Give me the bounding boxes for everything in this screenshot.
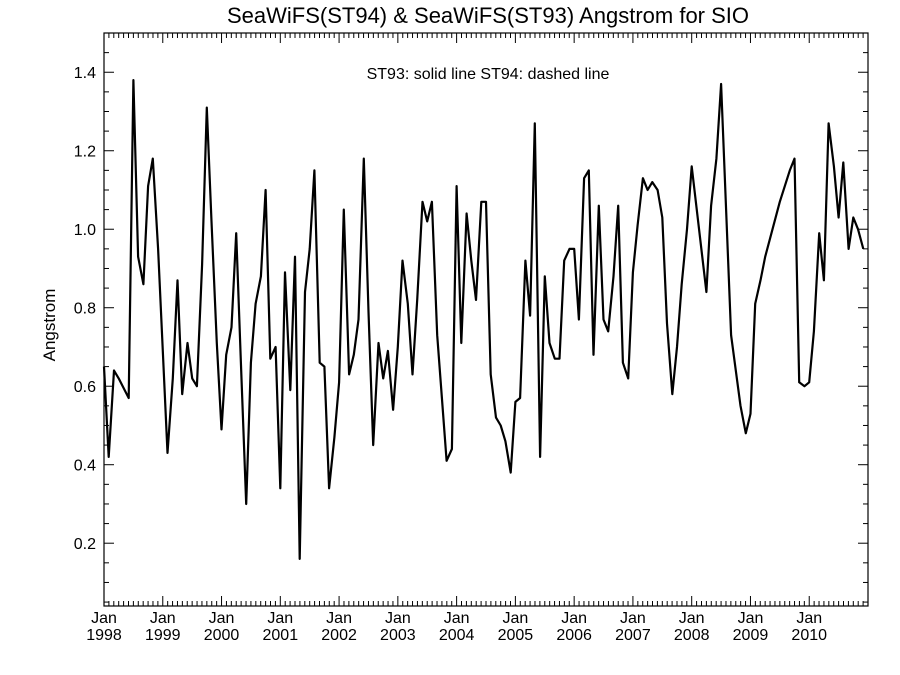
x-tick-year-label: 2004: [439, 627, 475, 644]
x-tick-year-label: 1998: [86, 627, 122, 644]
x-tick-year-label: 1999: [145, 627, 181, 644]
x-tick-year-label: 2002: [321, 627, 357, 644]
x-tick-month-label: Jan: [561, 610, 587, 627]
x-tick-year-label: 2007: [615, 627, 651, 644]
x-tick-month-label: Jan: [91, 610, 117, 627]
x-tick-year-label: 2010: [791, 627, 827, 644]
y-tick-label: 0.4: [74, 458, 96, 475]
x-tick-month-label: Jan: [267, 610, 293, 627]
y-tick-label: 1.2: [74, 144, 96, 161]
x-tick-year-label: 2009: [733, 627, 769, 644]
y-tick-label: 0.8: [74, 301, 96, 318]
series-group: [102, 79, 865, 560]
x-tick-year-label: 2001: [263, 627, 299, 644]
y-axis-label: Angstrom: [40, 289, 59, 362]
x-tick-year-label: 2003: [380, 627, 416, 644]
y-tick-label: 1.4: [74, 65, 96, 82]
x-tick-month-label: Jan: [326, 610, 352, 627]
x-tick-month-label: Jan: [738, 610, 764, 627]
x-tick-month-label: Jan: [796, 610, 822, 627]
x-tick-year-label: 2000: [204, 627, 240, 644]
x-tick-month-label: Jan: [385, 610, 411, 627]
x-tick-month-label: Jan: [150, 610, 176, 627]
x-tick-month-label: Jan: [444, 610, 470, 627]
x-tick-year-label: 2005: [498, 627, 534, 644]
x-tick-month-label: Jan: [209, 610, 235, 627]
series-line-st93: [102, 79, 865, 560]
x-tick-year-label: 2006: [556, 627, 592, 644]
x-tick-year-label: 2008: [674, 627, 710, 644]
x-tick-month-label: Jan: [679, 610, 705, 627]
plot-frame: [103, 32, 869, 607]
x-tick-month-label: Jan: [620, 610, 646, 627]
y-tick-label: 1.0: [74, 222, 96, 239]
y-tick-label: 0.2: [74, 536, 96, 553]
x-tick-month-label: Jan: [502, 610, 528, 627]
chart-title: SeaWiFS(ST94) & SeaWiFS(ST93) Angstrom f…: [227, 3, 749, 28]
y-tick-label: 0.6: [74, 379, 96, 396]
chart-annotation: ST93: solid line ST94: dashed line: [367, 66, 610, 83]
plot-axes: 0.20.40.60.81.01.21.4Jan1998Jan1999Jan20…: [74, 32, 869, 644]
